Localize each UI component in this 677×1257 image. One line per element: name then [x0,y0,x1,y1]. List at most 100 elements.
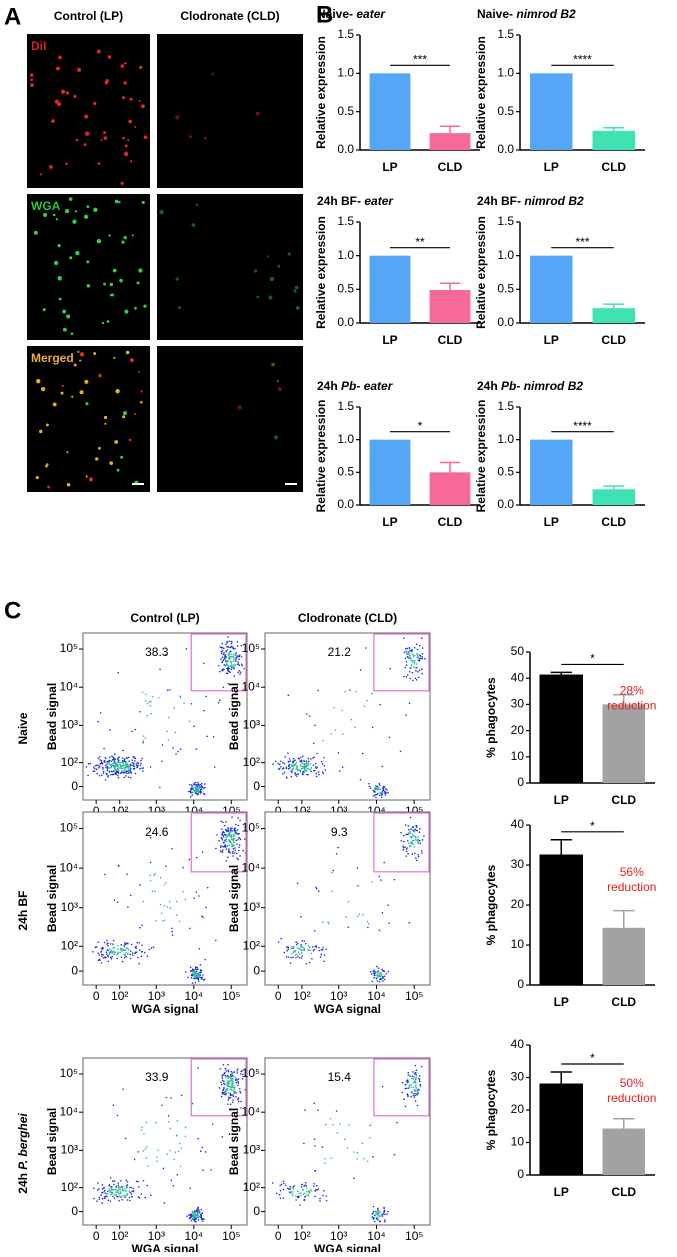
event-dot [124,764,126,767]
event-dot [231,1094,234,1096]
event-dot [235,839,237,842]
event-dot [127,952,129,954]
event-dot [283,951,286,954]
event-dot [107,1199,110,1202]
event-dot [202,1169,204,1171]
event-dot [117,671,119,674]
event-dot [133,1158,136,1161]
cell-dot [121,96,126,100]
event-dot [125,955,128,958]
annotation: 28% [620,683,644,697]
y-tick-label: 50 [511,644,525,658]
event-dot [317,890,320,892]
event-dot [225,642,228,644]
event-dot [414,1082,417,1084]
x-tick-label: CLD [611,1185,636,1199]
event-dot [420,1065,423,1068]
event-dot [133,757,136,760]
text-part: eater [364,379,394,393]
event-dot [194,976,196,979]
event-dot [127,949,130,951]
event-dot [130,950,132,952]
event-dot [383,975,386,977]
event-dot [406,647,409,650]
event-dot [418,659,421,661]
event-dot [283,771,286,774]
event-dot [416,654,419,656]
y-tick-label: 1.5 [337,214,354,228]
event-dot [300,761,303,763]
event-dot [387,904,389,906]
cell-dot [138,370,141,373]
event-dot [168,900,171,903]
event-dot [171,927,173,930]
event-dot [382,789,385,792]
event-dot [201,915,203,918]
event-dot [363,1157,365,1160]
event-dot [230,838,233,841]
y-axis-label: Bead signal [45,865,59,932]
cell-dot [266,255,270,258]
event-dot [279,1184,281,1187]
event-dot [97,1182,99,1184]
text-part: eater [364,194,394,208]
event-dot [228,656,231,659]
event-dot [123,956,126,959]
event-dot [318,946,320,949]
event-dot [134,952,137,955]
event-dot [226,1089,229,1091]
event-dot [298,1192,300,1195]
event-dot [169,1127,172,1130]
event-dot [87,763,90,765]
event-dot [408,656,411,659]
event-dot [194,788,197,790]
event-dot [287,946,290,949]
cell-dot [79,359,82,362]
event-dot [417,1091,419,1094]
event-dot [187,790,190,793]
event-dot [410,666,412,669]
event-dot [412,1077,415,1080]
gate [373,633,430,692]
event-dot [406,655,409,658]
bar [530,255,573,323]
cell-dot [293,289,297,293]
event-dot [393,1153,396,1156]
gate-value: 24.6 [145,825,169,839]
event-dot [297,757,300,760]
y-tick-label: 1.0 [497,432,514,446]
event-dot [324,1123,327,1126]
event-dot [234,827,237,830]
event-dot [101,1188,104,1190]
event-dot [372,789,375,792]
event-dot [195,1218,197,1220]
event-dot [216,834,218,836]
event-dot [415,663,418,665]
bar [369,439,411,505]
event-dot [413,662,416,665]
event-dot [151,696,154,698]
event-dot [110,760,112,762]
event-dot [313,948,316,951]
event-dot [241,1078,244,1080]
event-dot [307,944,310,947]
event-dot [288,758,291,760]
annotation: reduction [607,698,656,712]
event-dot [312,742,315,745]
cell-dot [124,62,127,65]
event-dot [124,1196,126,1198]
cell-dot [118,201,121,204]
event-dot [116,774,119,777]
event-dot [313,1185,315,1187]
event-dot [389,667,391,670]
event-dot [223,654,226,656]
y-tick-label: 10² [61,755,78,769]
cell-dot [42,308,46,312]
event-dot [411,842,414,844]
event-dot [199,783,202,786]
event-dot [130,772,133,774]
event-dot [196,966,199,969]
x-tick-label: LP [554,1185,569,1199]
event-dot [227,1085,230,1087]
event-dot [113,1197,116,1199]
